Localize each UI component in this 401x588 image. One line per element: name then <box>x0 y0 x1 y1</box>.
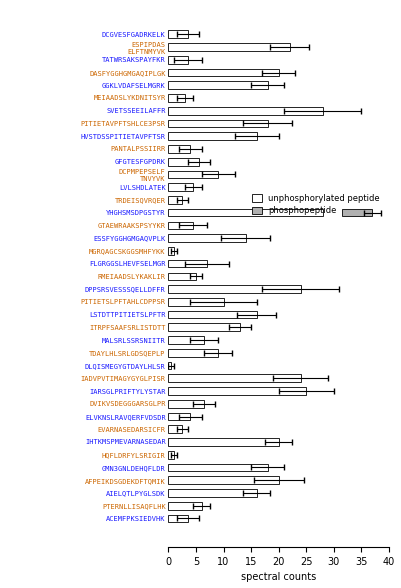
Bar <box>168 107 323 115</box>
Bar <box>168 451 174 459</box>
Bar <box>168 69 279 76</box>
Legend: unphosphorylated peptide, phosphopeptide: unphosphorylated peptide, phosphopeptide <box>249 191 383 218</box>
Bar <box>168 464 268 472</box>
Bar <box>168 119 268 127</box>
Bar <box>168 362 171 369</box>
Bar <box>168 502 201 510</box>
Bar <box>168 209 323 216</box>
Bar <box>168 272 196 280</box>
Bar <box>168 285 301 293</box>
Bar <box>168 323 240 331</box>
Bar <box>168 132 257 140</box>
Bar <box>168 413 190 420</box>
Bar <box>168 81 268 89</box>
X-axis label: spectral counts: spectral counts <box>241 572 316 582</box>
Bar <box>168 247 174 255</box>
Bar <box>168 387 306 395</box>
Bar <box>168 260 207 268</box>
Bar <box>168 56 188 64</box>
Bar <box>168 426 182 433</box>
Bar <box>168 438 279 446</box>
Bar <box>168 234 245 242</box>
Bar <box>168 171 218 178</box>
Bar <box>168 489 257 497</box>
Bar <box>342 209 373 216</box>
Bar <box>168 476 279 484</box>
Bar <box>168 400 204 407</box>
Bar <box>168 183 193 191</box>
Bar <box>168 311 257 319</box>
Bar <box>168 514 188 522</box>
Bar <box>168 145 190 153</box>
Bar <box>168 94 185 102</box>
Bar <box>168 336 204 344</box>
Bar <box>168 222 193 229</box>
Bar <box>168 375 301 382</box>
Bar <box>168 158 199 165</box>
Bar <box>168 298 224 306</box>
Bar <box>168 196 182 203</box>
Bar <box>168 31 188 38</box>
Bar <box>168 43 290 51</box>
Bar <box>168 349 218 357</box>
